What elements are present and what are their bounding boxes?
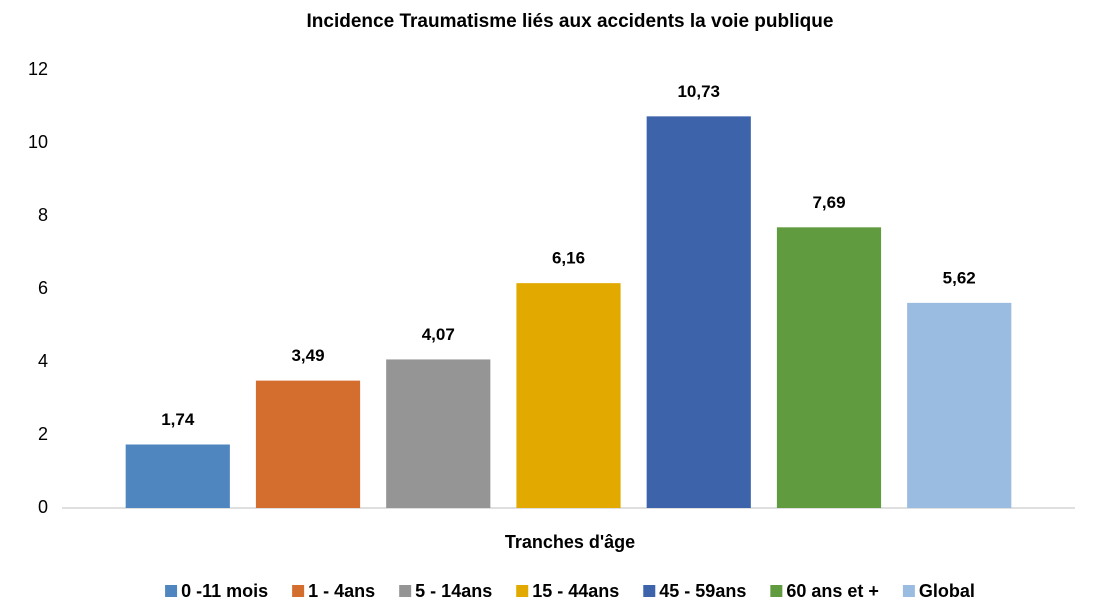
y-tick-label: 10 [28,132,48,152]
x-axis-title: Tranches d'âge [505,532,635,552]
legend-swatch [770,585,783,597]
legend-swatch [643,585,656,597]
value-label: 7,69 [812,193,845,212]
value-label: 10,73 [677,82,720,101]
legend-swatch [516,585,529,597]
legend-label: 5 - 14ans [415,581,492,601]
legend-label: 45 - 59ans [659,581,746,601]
bar [386,359,491,508]
y-tick-label: 12 [28,59,48,79]
value-label: 4,07 [422,325,455,344]
chart-title: Incidence Traumatisme liés aux accidents… [307,11,834,32]
y-tick-label: 4 [38,351,48,371]
bar [776,227,882,508]
y-tick-label: 0 [38,497,48,517]
legend-label: Global [919,581,975,601]
bar [907,302,1012,508]
legend-label: 15 - 44ans [532,581,619,601]
value-label: 3,49 [291,346,324,365]
bar [255,380,361,508]
value-label: 6,16 [552,249,585,268]
legend-swatch [399,585,412,597]
legend-swatch [165,585,178,597]
legend-swatch [902,585,915,597]
legend-label: 60 ans et + [786,581,879,601]
legend-swatch [292,585,305,597]
y-tick-label: 8 [38,205,48,225]
legend-label: 0 -11 mois [181,581,268,601]
y-tick-label: 2 [38,424,48,444]
value-label: 5,62 [943,268,976,287]
y-tick-label: 6 [38,278,48,298]
value-label: 1,74 [161,410,195,429]
bar [646,116,751,508]
bar [516,283,621,508]
bar [125,444,230,508]
legend-label: 1 - 4ans [308,581,375,601]
